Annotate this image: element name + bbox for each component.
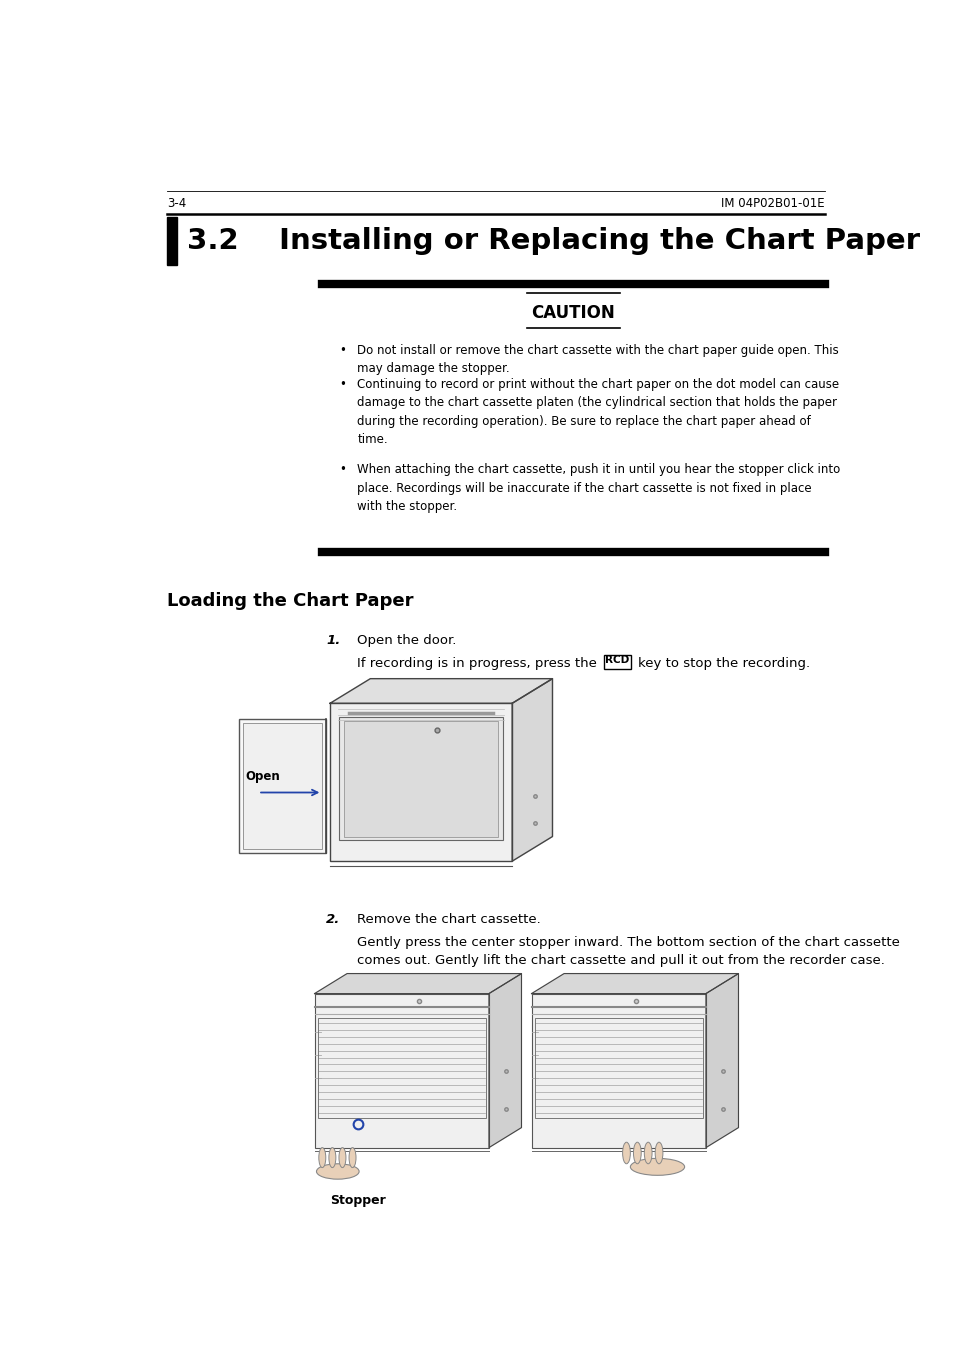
Ellipse shape (349, 1148, 355, 1168)
Text: Do not install or remove the chart cassette with the chart paper guide open. Thi: Do not install or remove the chart casse… (356, 344, 838, 375)
Text: CAUTION: CAUTION (531, 304, 615, 321)
Text: Gently press the center stopper inward. The bottom section of the chart cassette: Gently press the center stopper inward. … (356, 936, 899, 968)
Text: 3.2    Installing or Replacing the Chart Paper: 3.2 Installing or Replacing the Chart Pa… (187, 227, 920, 255)
Bar (317, 1018, 485, 1118)
Text: If recording is in progress, press the: If recording is in progress, press the (356, 657, 600, 670)
Bar (603, 655, 630, 670)
Ellipse shape (643, 1142, 652, 1164)
Text: RCD: RCD (604, 655, 629, 666)
Text: Stopper: Stopper (330, 1193, 386, 1207)
Ellipse shape (633, 1142, 640, 1164)
Polygon shape (512, 679, 552, 861)
Ellipse shape (338, 1148, 346, 1168)
Bar (339, 717, 502, 840)
Bar (534, 1018, 702, 1118)
Bar (238, 718, 326, 853)
Ellipse shape (318, 1148, 325, 1168)
Text: 1.: 1. (326, 634, 340, 647)
Text: Continuing to record or print without the chart paper on the dot model can cause: Continuing to record or print without th… (356, 378, 839, 446)
Bar (314, 994, 488, 1148)
Text: When attaching the chart cassette, push it in until you hear the stopper click i: When attaching the chart cassette, push … (356, 463, 840, 513)
Ellipse shape (316, 1164, 358, 1179)
Text: IM 04P02B01-01E: IM 04P02B01-01E (720, 197, 823, 211)
Text: 2.: 2. (326, 913, 340, 926)
Text: •: • (339, 463, 346, 477)
Polygon shape (705, 973, 738, 1148)
Text: 3-4: 3-4 (167, 197, 187, 211)
Polygon shape (488, 973, 521, 1148)
Bar (330, 703, 512, 861)
Text: Loading the Chart Paper: Loading the Chart Paper (167, 591, 414, 610)
Bar (167, 217, 176, 265)
Polygon shape (531, 973, 738, 994)
Ellipse shape (630, 1158, 684, 1176)
Bar (243, 722, 321, 849)
Ellipse shape (655, 1142, 662, 1164)
Text: •: • (339, 344, 346, 356)
Bar (531, 994, 705, 1148)
Ellipse shape (622, 1142, 630, 1164)
Text: Remove the chart cassette.: Remove the chart cassette. (356, 913, 540, 926)
Text: Open the door.: Open the door. (356, 634, 456, 647)
Polygon shape (314, 973, 521, 994)
Ellipse shape (329, 1148, 335, 1168)
Text: Open: Open (245, 771, 279, 783)
Text: key to stop the recording.: key to stop the recording. (638, 657, 810, 670)
Text: •: • (339, 378, 346, 390)
Polygon shape (330, 679, 552, 703)
Bar (344, 721, 497, 837)
